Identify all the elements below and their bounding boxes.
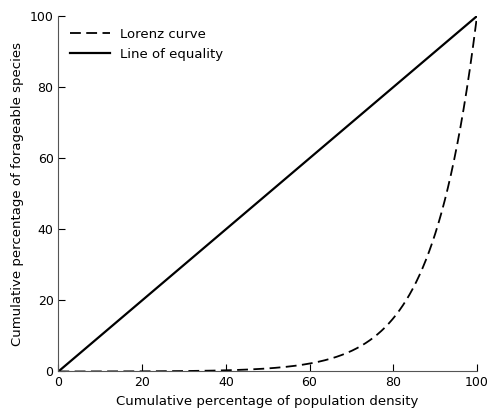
Lorenz curve — [77, 369, 83, 374]
Lorenz curve — [56, 369, 62, 374]
Lorenz curve — [474, 13, 480, 18]
Lorenz curve — [462, 99, 468, 104]
X-axis label: Cumulative percentage of population density: Cumulative percentage of population dens… — [116, 395, 419, 408]
Lorenz curve — [385, 322, 391, 327]
Lorenz curve — [248, 367, 254, 372]
Line: Lorenz curve: Lorenz curve — [58, 16, 477, 372]
Y-axis label: Cumulative percentage of forageable species: Cumulative percentage of forageable spec… — [11, 42, 24, 346]
Lorenz curve — [462, 101, 468, 106]
Lorenz curve — [259, 366, 265, 371]
Legend: Lorenz curve, Line of equality: Lorenz curve, Line of equality — [65, 23, 229, 66]
